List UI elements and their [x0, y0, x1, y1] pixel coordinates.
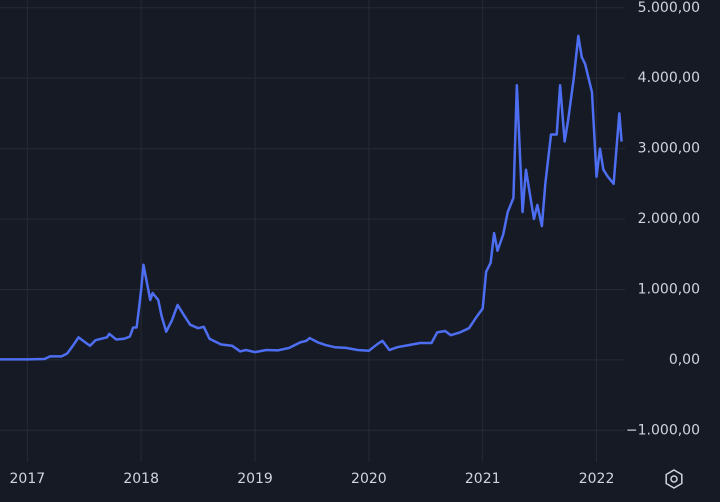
grid [0, 0, 625, 462]
y-tick-label: 3.000,00 [638, 141, 700, 157]
y-tick-label: 1.000,00 [638, 281, 700, 297]
y-tick-label: 4.000,00 [638, 70, 700, 86]
x-tick-label: 2019 [237, 471, 273, 487]
price-line [0, 34, 623, 361]
y-tick-label: 2.000,00 [638, 211, 700, 227]
y-tick-label: 5.000,00 [638, 0, 700, 16]
settings-button[interactable] [665, 469, 683, 489]
x-tick-label: 2022 [579, 471, 615, 487]
x-tick-label: 2021 [465, 471, 501, 487]
plot [0, 34, 623, 361]
x-tick-label: 2020 [351, 471, 387, 487]
y-tick-label: 0,00 [669, 352, 700, 368]
y-tick-label: −1.000,00 [626, 422, 700, 438]
axis-labels: −1.000,00 0,00 1.000,00 2.000,00 3.000,00 4.0… [10, 0, 700, 487]
x-tick-label: 2017 [10, 471, 46, 487]
x-tick-label: 2018 [123, 471, 159, 487]
settings-icon[interactable] [665, 469, 683, 489]
settings-icon-center[interactable] [670, 475, 678, 483]
